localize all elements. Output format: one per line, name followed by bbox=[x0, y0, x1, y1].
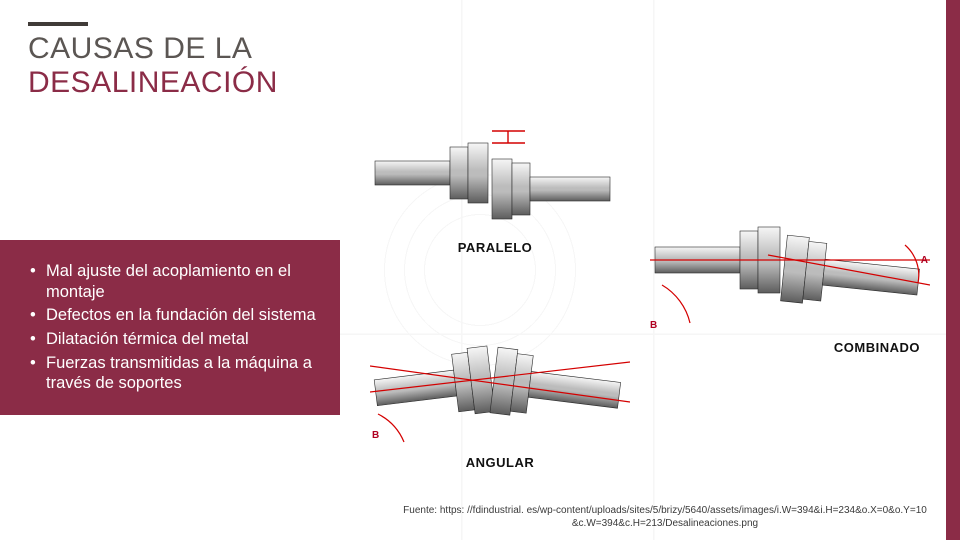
fig-label-combinado: COMBINADO bbox=[650, 340, 930, 355]
title-line-1: CAUSAS DE LA bbox=[28, 32, 368, 66]
side-accent-bar bbox=[946, 0, 960, 540]
title-line-2: DESALINEACIÓN bbox=[28, 66, 368, 100]
angular-svg bbox=[370, 310, 630, 450]
fig-paralelo: PARALELO bbox=[370, 125, 620, 255]
paralelo-svg bbox=[370, 125, 620, 235]
bullet-item: Fuerzas transmitidas a la máquina a trav… bbox=[34, 353, 322, 394]
bullet-item: Dilatación térmica del metal bbox=[34, 329, 322, 350]
fig-label-paralelo: PARALELO bbox=[370, 240, 620, 255]
bullet-list: Mal ajuste del acoplamiento en el montaj… bbox=[34, 261, 322, 394]
fig-angular: B ANGULAR bbox=[370, 310, 630, 470]
figure-area: PARALELO A B COMBINADO bbox=[370, 125, 930, 475]
source-prefix: Fuente: bbox=[403, 505, 440, 516]
marker-b-angular: B bbox=[372, 430, 379, 441]
bullet-item: Defectos en la fundación del sistema bbox=[34, 305, 322, 326]
source-url: https: //fdindustrial. es/wp-content/upl… bbox=[440, 505, 927, 529]
bullet-item: Mal ajuste del acoplamiento en el montaj… bbox=[34, 261, 322, 302]
combinado-svg bbox=[650, 185, 930, 335]
title-block: CAUSAS DE LA DESALINEACIÓN bbox=[28, 22, 368, 100]
marker-a: A bbox=[921, 255, 928, 266]
fig-combinado: A B COMBINADO bbox=[650, 185, 930, 355]
bullet-panel: Mal ajuste del acoplamiento en el montaj… bbox=[0, 240, 340, 415]
title-rule bbox=[28, 22, 88, 26]
fig-label-angular: ANGULAR bbox=[370, 455, 630, 470]
source-citation: Fuente: https: //fdindustrial. es/wp-con… bbox=[400, 505, 930, 530]
marker-b-combo: B bbox=[650, 320, 657, 331]
